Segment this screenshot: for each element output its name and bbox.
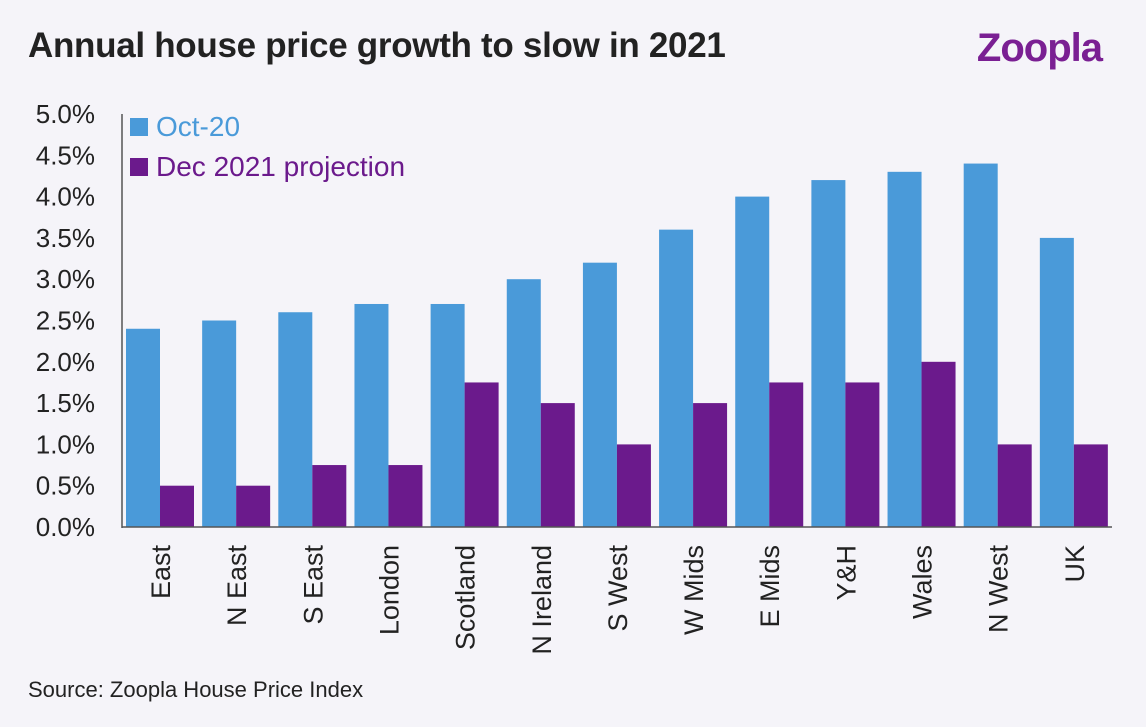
y-tick-label: 1.5% xyxy=(36,388,95,418)
bar-dec21-w-mids xyxy=(693,403,728,527)
bar-oct20-n-east xyxy=(202,320,237,527)
bar-oct20-n-ireland xyxy=(506,279,541,527)
x-category-label: Wales xyxy=(908,545,938,619)
bar-dec21-s-west xyxy=(616,444,651,527)
x-category-label: N East xyxy=(222,545,252,627)
bar-oct20-e-mids xyxy=(735,196,770,527)
bar-oct20-wales xyxy=(887,171,922,527)
x-category-label: Y&H xyxy=(831,545,861,601)
bar-oct20-w-mids xyxy=(659,229,694,527)
bar-oct20-uk xyxy=(1039,237,1074,527)
legend-label: Dec 2021 projection xyxy=(156,151,405,182)
y-tick-label: 5.0% xyxy=(36,99,95,129)
bar-oct20-east xyxy=(126,328,160,527)
x-category-label: N Ireland xyxy=(527,545,557,655)
legend-swatch xyxy=(130,118,148,136)
axes xyxy=(121,114,1112,528)
y-tick-label: 3.5% xyxy=(36,223,95,253)
bar-dec21-scotland xyxy=(464,382,499,527)
bars xyxy=(126,163,1108,527)
bar-oct20-s-east xyxy=(278,312,313,527)
bar-dec21-n-west xyxy=(997,444,1032,527)
bar-dec21-london xyxy=(388,465,423,527)
x-axis-labels: East N East S East London Scotland N Ireland S… xyxy=(146,545,1090,655)
y-tick-label: 3.0% xyxy=(36,264,95,294)
bar-dec21-n-ireland xyxy=(540,403,575,527)
x-category-label: W Mids xyxy=(679,545,709,635)
y-tick-label: 2.5% xyxy=(36,306,95,336)
y-tick-label: 4.5% xyxy=(36,140,95,170)
bar-oct20-scotland xyxy=(430,303,465,527)
y-tick-label: 4.0% xyxy=(36,182,95,212)
bar-dec21-wales xyxy=(921,361,956,527)
bar-dec21-y-h xyxy=(845,382,880,527)
bar-oct20-s-west xyxy=(582,262,617,527)
bar-oct20-london xyxy=(354,303,389,527)
legend-swatch xyxy=(130,158,148,176)
legend-label: Oct-20 xyxy=(156,111,240,142)
x-category-label: E Mids xyxy=(755,545,785,628)
bar-dec21-n-east xyxy=(236,485,271,527)
x-category-label: Scotland xyxy=(451,545,481,650)
zoopla-logo: Zoopla xyxy=(976,26,1103,70)
y-tick-label: 0.5% xyxy=(36,471,95,501)
bar-dec21-s-east xyxy=(312,465,347,527)
x-category-label: UK xyxy=(1060,545,1090,583)
x-category-label: S West xyxy=(603,545,633,632)
bar-dec21-uk xyxy=(1073,444,1108,527)
y-axis-ticks: 0.0% 0.5% 1.0% 1.5% 2.0% 2.5% 3.0% 3.5% 4.0% 4.5%… xyxy=(36,99,95,542)
bar-oct20-y-h xyxy=(811,180,846,527)
bar-oct20-n-west xyxy=(963,163,998,527)
chart-title: Annual house price growth to slow in 202… xyxy=(28,26,726,65)
source-note: Source: Zoopla House Price Index xyxy=(28,677,364,702)
x-category-label: S East xyxy=(298,545,328,625)
legend: Oct-20 Dec 2021 projection xyxy=(130,111,405,182)
bar-dec21-east xyxy=(160,485,194,527)
y-tick-label: 0.0% xyxy=(36,512,95,542)
y-tick-label: 2.0% xyxy=(36,347,95,377)
bar-dec21-e-mids xyxy=(769,382,804,527)
x-category-label: N West xyxy=(984,545,1014,634)
x-category-label: London xyxy=(374,545,404,635)
x-category-label: East xyxy=(146,545,176,600)
y-tick-label: 1.0% xyxy=(36,429,95,459)
